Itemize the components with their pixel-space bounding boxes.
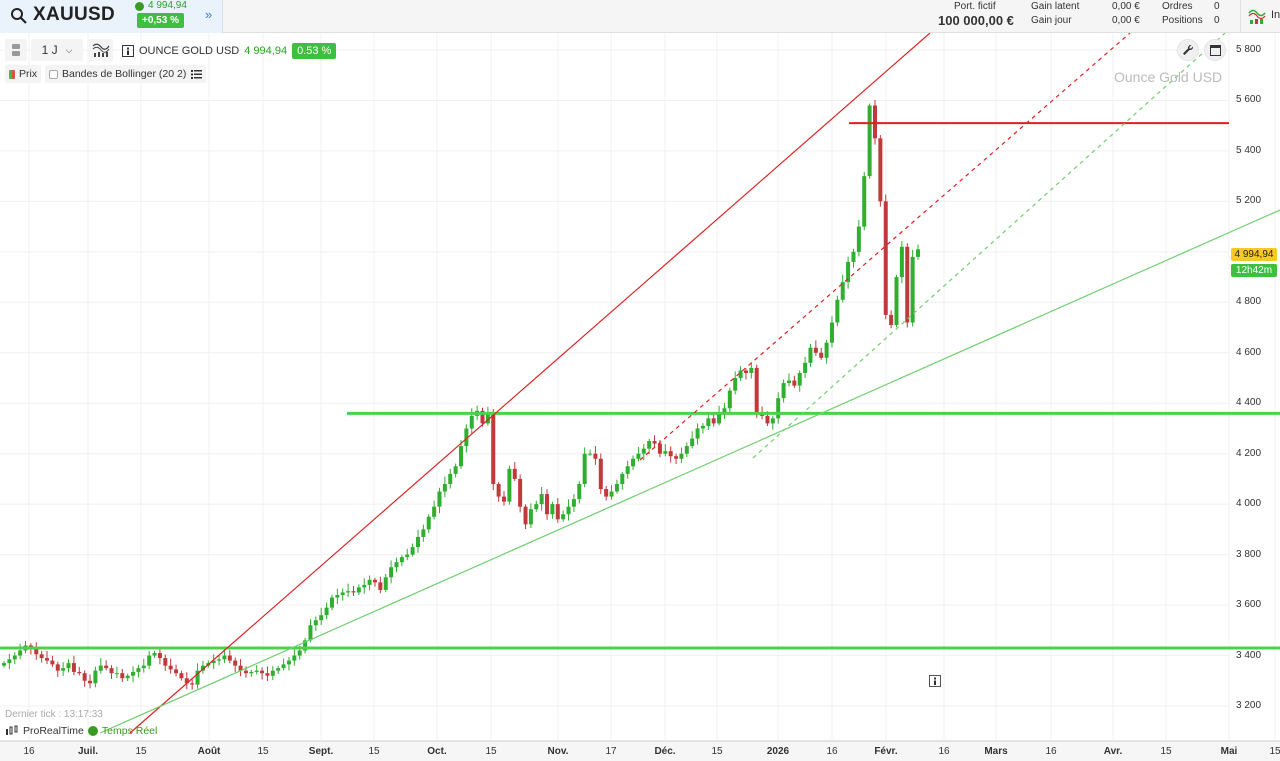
indicators-button[interactable]: In bbox=[1240, 0, 1280, 33]
chevron-down-icon: ⌵ bbox=[65, 44, 73, 55]
positions-label: Positions bbox=[1162, 15, 1203, 26]
y-axis-label: 4 800 bbox=[1236, 296, 1262, 308]
gain-jour-label: Gain jour bbox=[1031, 15, 1072, 26]
info-icon[interactable] bbox=[929, 675, 941, 687]
x-axis-label: 15 bbox=[1269, 746, 1280, 757]
y-axis-label: 4 200 bbox=[1236, 447, 1262, 459]
x-axis-label: Nov. bbox=[547, 746, 569, 757]
y-axis-label: 3 600 bbox=[1236, 599, 1262, 611]
x-axis-label: Août bbox=[197, 746, 221, 757]
timeframe-value: 1 J bbox=[41, 43, 58, 57]
x-axis-label: 15 bbox=[1160, 746, 1172, 757]
instrument-price: 4 994,94 bbox=[244, 45, 288, 57]
window-icon bbox=[1209, 44, 1221, 56]
y-axis-label: 5 400 bbox=[1236, 144, 1262, 156]
last-price: 4 994,94 bbox=[148, 0, 187, 11]
candle-timer-tag: 12h42m bbox=[1231, 264, 1277, 277]
y-axis-label: 4 000 bbox=[1236, 498, 1262, 510]
instrument-pct-badge: 0.53 % bbox=[292, 43, 337, 59]
ticker-box[interactable]: XAUUSD 4 994,94 +0,53 % » bbox=[0, 0, 223, 33]
x-axis-label: 15 bbox=[135, 746, 147, 757]
y-axis-label: 4 400 bbox=[1236, 397, 1262, 409]
chart-watermark: Ounce Gold USD bbox=[1114, 69, 1223, 85]
candles-logo-icon bbox=[6, 725, 18, 735]
top-bar: XAUUSD 4 994,94 +0,53 % » Port. fictif 1… bbox=[0, 0, 1280, 33]
gain-jour-value: 0,00 € bbox=[1112, 15, 1140, 26]
legend-bollinger[interactable]: Bandes de Bollinger (20 2) bbox=[45, 65, 191, 83]
gain-latent-label: Gain latent bbox=[1031, 1, 1080, 12]
x-axis-label: 15 bbox=[485, 746, 497, 757]
indicator-chart-icon bbox=[1248, 9, 1266, 24]
x-axis-label: 16 bbox=[826, 746, 838, 757]
change-badge: +0,53 % bbox=[137, 13, 184, 28]
price-color-icon bbox=[9, 69, 15, 79]
chart-style-icon bbox=[92, 43, 110, 57]
x-axis-label: Avr. bbox=[1103, 746, 1123, 757]
x-axis-label: Févr. bbox=[874, 746, 898, 757]
x-axis-label: 17 bbox=[605, 746, 617, 757]
x-axis-label: 16 bbox=[938, 746, 950, 757]
indicators-label: In bbox=[1271, 9, 1280, 21]
window-button[interactable] bbox=[1204, 39, 1226, 61]
legend-list-button[interactable] bbox=[186, 65, 206, 83]
x-axis-label: 15 bbox=[711, 746, 723, 757]
wrench-icon bbox=[1183, 44, 1194, 55]
x-axis-label: 16 bbox=[1045, 746, 1057, 757]
double-chevron-right-icon[interactable]: » bbox=[205, 7, 213, 22]
settings-button[interactable] bbox=[1177, 39, 1199, 61]
drag-handle-button[interactable] bbox=[5, 39, 27, 61]
x-axis-label: Oct. bbox=[427, 746, 447, 757]
realtime-dot-icon bbox=[87, 726, 98, 736]
y-axis-label: 5 600 bbox=[1236, 94, 1262, 106]
positions-value: 0 bbox=[1214, 15, 1220, 26]
ordres-value: 0 bbox=[1214, 1, 1220, 12]
x-axis-label: 2026 bbox=[766, 746, 790, 757]
current-price-tag: 4 994,94 bbox=[1231, 248, 1277, 261]
x-axis-label: 15 bbox=[257, 746, 269, 757]
legend-price[interactable]: Prix bbox=[5, 65, 42, 83]
x-axis-label: 15 bbox=[368, 746, 380, 757]
y-axis-label: 3 800 bbox=[1236, 548, 1262, 560]
brand-label: ProRealTime bbox=[23, 725, 84, 737]
x-axis-label: Mars bbox=[984, 746, 1008, 757]
list-icon bbox=[190, 69, 202, 79]
x-axis-label: 16 bbox=[23, 746, 35, 757]
checkbox[interactable] bbox=[49, 69, 58, 79]
footer-brand: ProRealTime Temps Réel bbox=[5, 725, 157, 737]
y-axis-label: 5 800 bbox=[1236, 44, 1262, 55]
portfolio-label: Port. fictif bbox=[954, 1, 996, 12]
y-axis-label: 5 200 bbox=[1236, 195, 1262, 207]
timeframe-select[interactable]: 1 J ⌵ bbox=[31, 39, 83, 61]
chart-type-button[interactable] bbox=[89, 39, 113, 61]
x-axis-label: Sept. bbox=[308, 746, 334, 757]
info-icon[interactable] bbox=[122, 45, 134, 57]
realtime-label: Temps Réel bbox=[101, 725, 158, 737]
legend-bollinger-label: Bandes de Bollinger (20 2) bbox=[62, 68, 187, 80]
x-axis-label: Mai bbox=[1220, 746, 1238, 757]
ordres-label: Ordres bbox=[1162, 1, 1193, 12]
instrument-info: OUNCE GOLD USD 4 994,94 0.53 % bbox=[122, 43, 337, 59]
y-axis-label: 4 600 bbox=[1236, 346, 1262, 358]
x-axis-label: Juil. bbox=[77, 746, 99, 757]
y-axis-label: 3 400 bbox=[1236, 649, 1262, 661]
legend-price-label: Prix bbox=[19, 68, 38, 80]
symbol-label: XAUUSD bbox=[33, 4, 116, 25]
grip-icon bbox=[12, 44, 20, 56]
last-tick-label: Dernier tick : 13:17:33 bbox=[5, 709, 103, 720]
x-axis-label: Déc. bbox=[654, 746, 676, 757]
price-chart[interactable] bbox=[0, 33, 1280, 761]
gain-latent-value: 0,00 € bbox=[1112, 1, 1140, 12]
search-icon[interactable] bbox=[10, 7, 28, 25]
instrument-name: OUNCE GOLD USD bbox=[139, 45, 240, 57]
y-axis-label: 3 200 bbox=[1236, 700, 1262, 711]
status-dot-icon bbox=[135, 2, 144, 11]
portfolio-value: 100 000,00 € bbox=[938, 13, 1014, 28]
